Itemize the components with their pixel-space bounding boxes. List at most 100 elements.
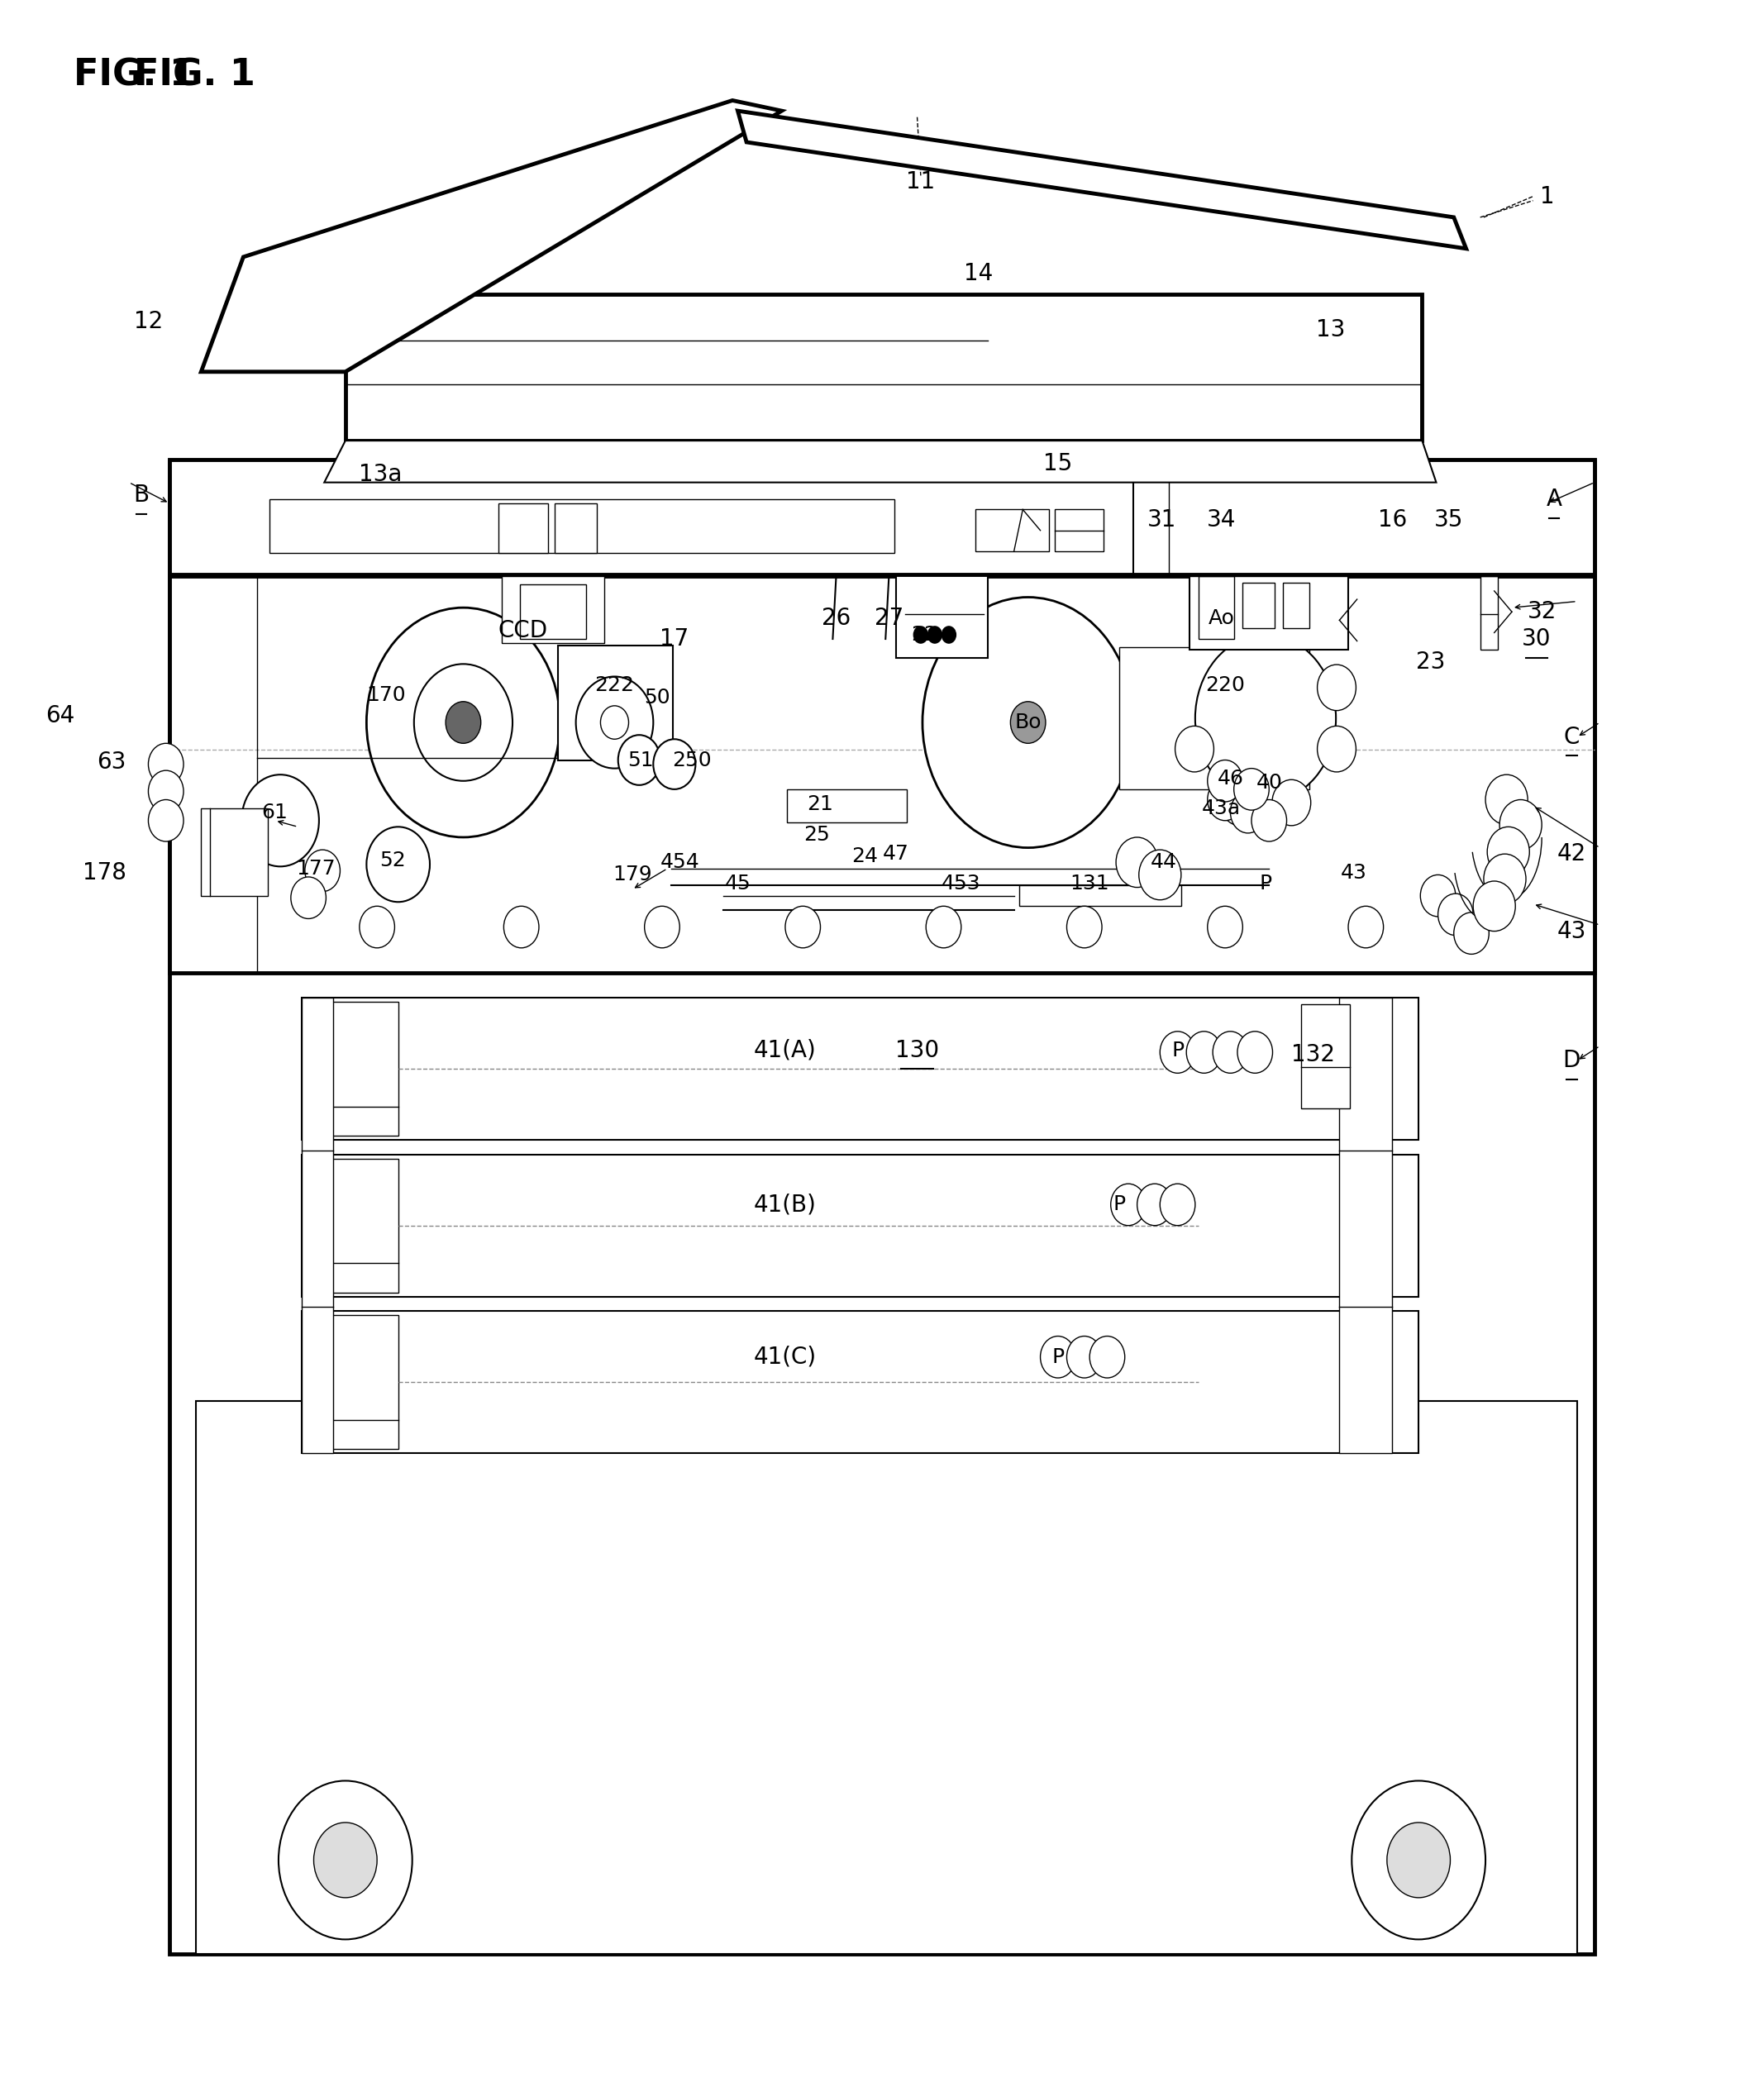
Bar bbox=[1242, 582, 1274, 628]
Bar bbox=[1020, 885, 1182, 906]
Bar bbox=[328, 1002, 399, 1136]
Text: 220: 220 bbox=[1205, 676, 1245, 695]
Circle shape bbox=[1208, 906, 1242, 948]
Circle shape bbox=[279, 1780, 413, 1939]
Bar bbox=[302, 1312, 1418, 1454]
Bar bbox=[169, 460, 1595, 573]
Bar bbox=[302, 998, 1418, 1140]
Circle shape bbox=[1221, 780, 1259, 826]
Text: 23: 23 bbox=[1416, 651, 1445, 674]
Text: 34: 34 bbox=[1207, 508, 1237, 531]
Circle shape bbox=[923, 596, 1134, 847]
Text: 170: 170 bbox=[367, 686, 406, 705]
Text: 43: 43 bbox=[1341, 862, 1367, 883]
Bar bbox=[346, 295, 1422, 441]
Text: 42: 42 bbox=[1558, 843, 1586, 866]
Text: B: B bbox=[134, 483, 150, 506]
Text: 178: 178 bbox=[83, 862, 127, 885]
Circle shape bbox=[600, 705, 628, 738]
Text: P: P bbox=[1051, 1347, 1064, 1366]
Bar bbox=[557, 644, 672, 759]
Circle shape bbox=[148, 743, 183, 784]
Text: 43a: 43a bbox=[1201, 799, 1242, 818]
Circle shape bbox=[1387, 1822, 1450, 1897]
Circle shape bbox=[367, 607, 559, 837]
Text: 16: 16 bbox=[1378, 508, 1408, 531]
Bar bbox=[201, 808, 268, 895]
Circle shape bbox=[148, 770, 183, 812]
Text: 14: 14 bbox=[965, 262, 993, 285]
Bar bbox=[499, 504, 547, 554]
Bar bbox=[302, 998, 333, 1454]
Text: 13: 13 bbox=[1316, 318, 1346, 341]
Text: 50: 50 bbox=[644, 688, 670, 707]
Circle shape bbox=[1196, 634, 1335, 801]
Circle shape bbox=[1067, 1337, 1102, 1379]
Circle shape bbox=[1041, 1337, 1076, 1379]
Text: 41(C): 41(C) bbox=[753, 1345, 817, 1368]
Circle shape bbox=[1348, 906, 1383, 948]
Circle shape bbox=[314, 1822, 377, 1897]
Text: 41(A): 41(A) bbox=[753, 1038, 817, 1063]
Text: 31: 31 bbox=[1147, 508, 1177, 531]
Circle shape bbox=[1208, 759, 1242, 801]
Text: 47: 47 bbox=[884, 843, 908, 864]
Text: CCD: CCD bbox=[497, 619, 549, 642]
Text: A: A bbox=[1547, 487, 1561, 510]
Circle shape bbox=[284, 287, 326, 337]
Bar bbox=[1339, 998, 1392, 1454]
Bar bbox=[169, 462, 1595, 1954]
Circle shape bbox=[1420, 874, 1455, 916]
Circle shape bbox=[1117, 837, 1159, 887]
Text: 12: 12 bbox=[134, 310, 162, 333]
Circle shape bbox=[367, 826, 430, 902]
Text: 24: 24 bbox=[852, 845, 878, 866]
Circle shape bbox=[222, 276, 300, 368]
Circle shape bbox=[242, 774, 319, 866]
Text: 30: 30 bbox=[1522, 628, 1551, 651]
Text: 222: 222 bbox=[594, 676, 635, 695]
Circle shape bbox=[785, 906, 820, 948]
Text: 454: 454 bbox=[660, 851, 699, 872]
Circle shape bbox=[1161, 1184, 1196, 1226]
Text: 26: 26 bbox=[822, 607, 850, 630]
Bar bbox=[270, 500, 894, 554]
Polygon shape bbox=[325, 441, 1436, 483]
Text: FIG. 1: FIG. 1 bbox=[74, 59, 196, 94]
Text: 21: 21 bbox=[808, 795, 834, 814]
Circle shape bbox=[1251, 799, 1286, 841]
Circle shape bbox=[505, 906, 540, 948]
Circle shape bbox=[446, 701, 482, 743]
Circle shape bbox=[1237, 1031, 1272, 1073]
Circle shape bbox=[926, 906, 961, 948]
Text: D: D bbox=[1563, 1048, 1581, 1073]
Text: 27: 27 bbox=[875, 607, 903, 630]
Text: 131: 131 bbox=[1071, 872, 1110, 893]
Text: 61: 61 bbox=[261, 803, 288, 822]
Text: 177: 177 bbox=[296, 858, 335, 879]
Text: 44: 44 bbox=[1150, 851, 1177, 872]
Text: 11: 11 bbox=[907, 169, 935, 192]
Text: 64: 64 bbox=[46, 705, 74, 728]
Polygon shape bbox=[201, 100, 781, 372]
Bar bbox=[1200, 575, 1233, 638]
Text: 63: 63 bbox=[97, 751, 125, 774]
Bar bbox=[1055, 510, 1104, 552]
Text: FIG. 1: FIG. 1 bbox=[134, 59, 256, 94]
Text: 15: 15 bbox=[1043, 452, 1073, 475]
Circle shape bbox=[1454, 912, 1489, 954]
Circle shape bbox=[1138, 1184, 1173, 1226]
Circle shape bbox=[305, 849, 340, 891]
Bar bbox=[196, 1402, 1577, 1954]
Text: 250: 250 bbox=[672, 751, 711, 770]
Bar bbox=[1120, 646, 1309, 789]
Text: 13a: 13a bbox=[358, 462, 402, 485]
Text: 32: 32 bbox=[1528, 600, 1556, 623]
Circle shape bbox=[914, 626, 928, 642]
Circle shape bbox=[1484, 854, 1526, 904]
Bar bbox=[554, 504, 596, 554]
Text: Ao: Ao bbox=[1208, 609, 1235, 628]
Circle shape bbox=[263, 264, 298, 305]
Circle shape bbox=[1318, 726, 1357, 772]
Text: 130: 130 bbox=[896, 1038, 938, 1063]
